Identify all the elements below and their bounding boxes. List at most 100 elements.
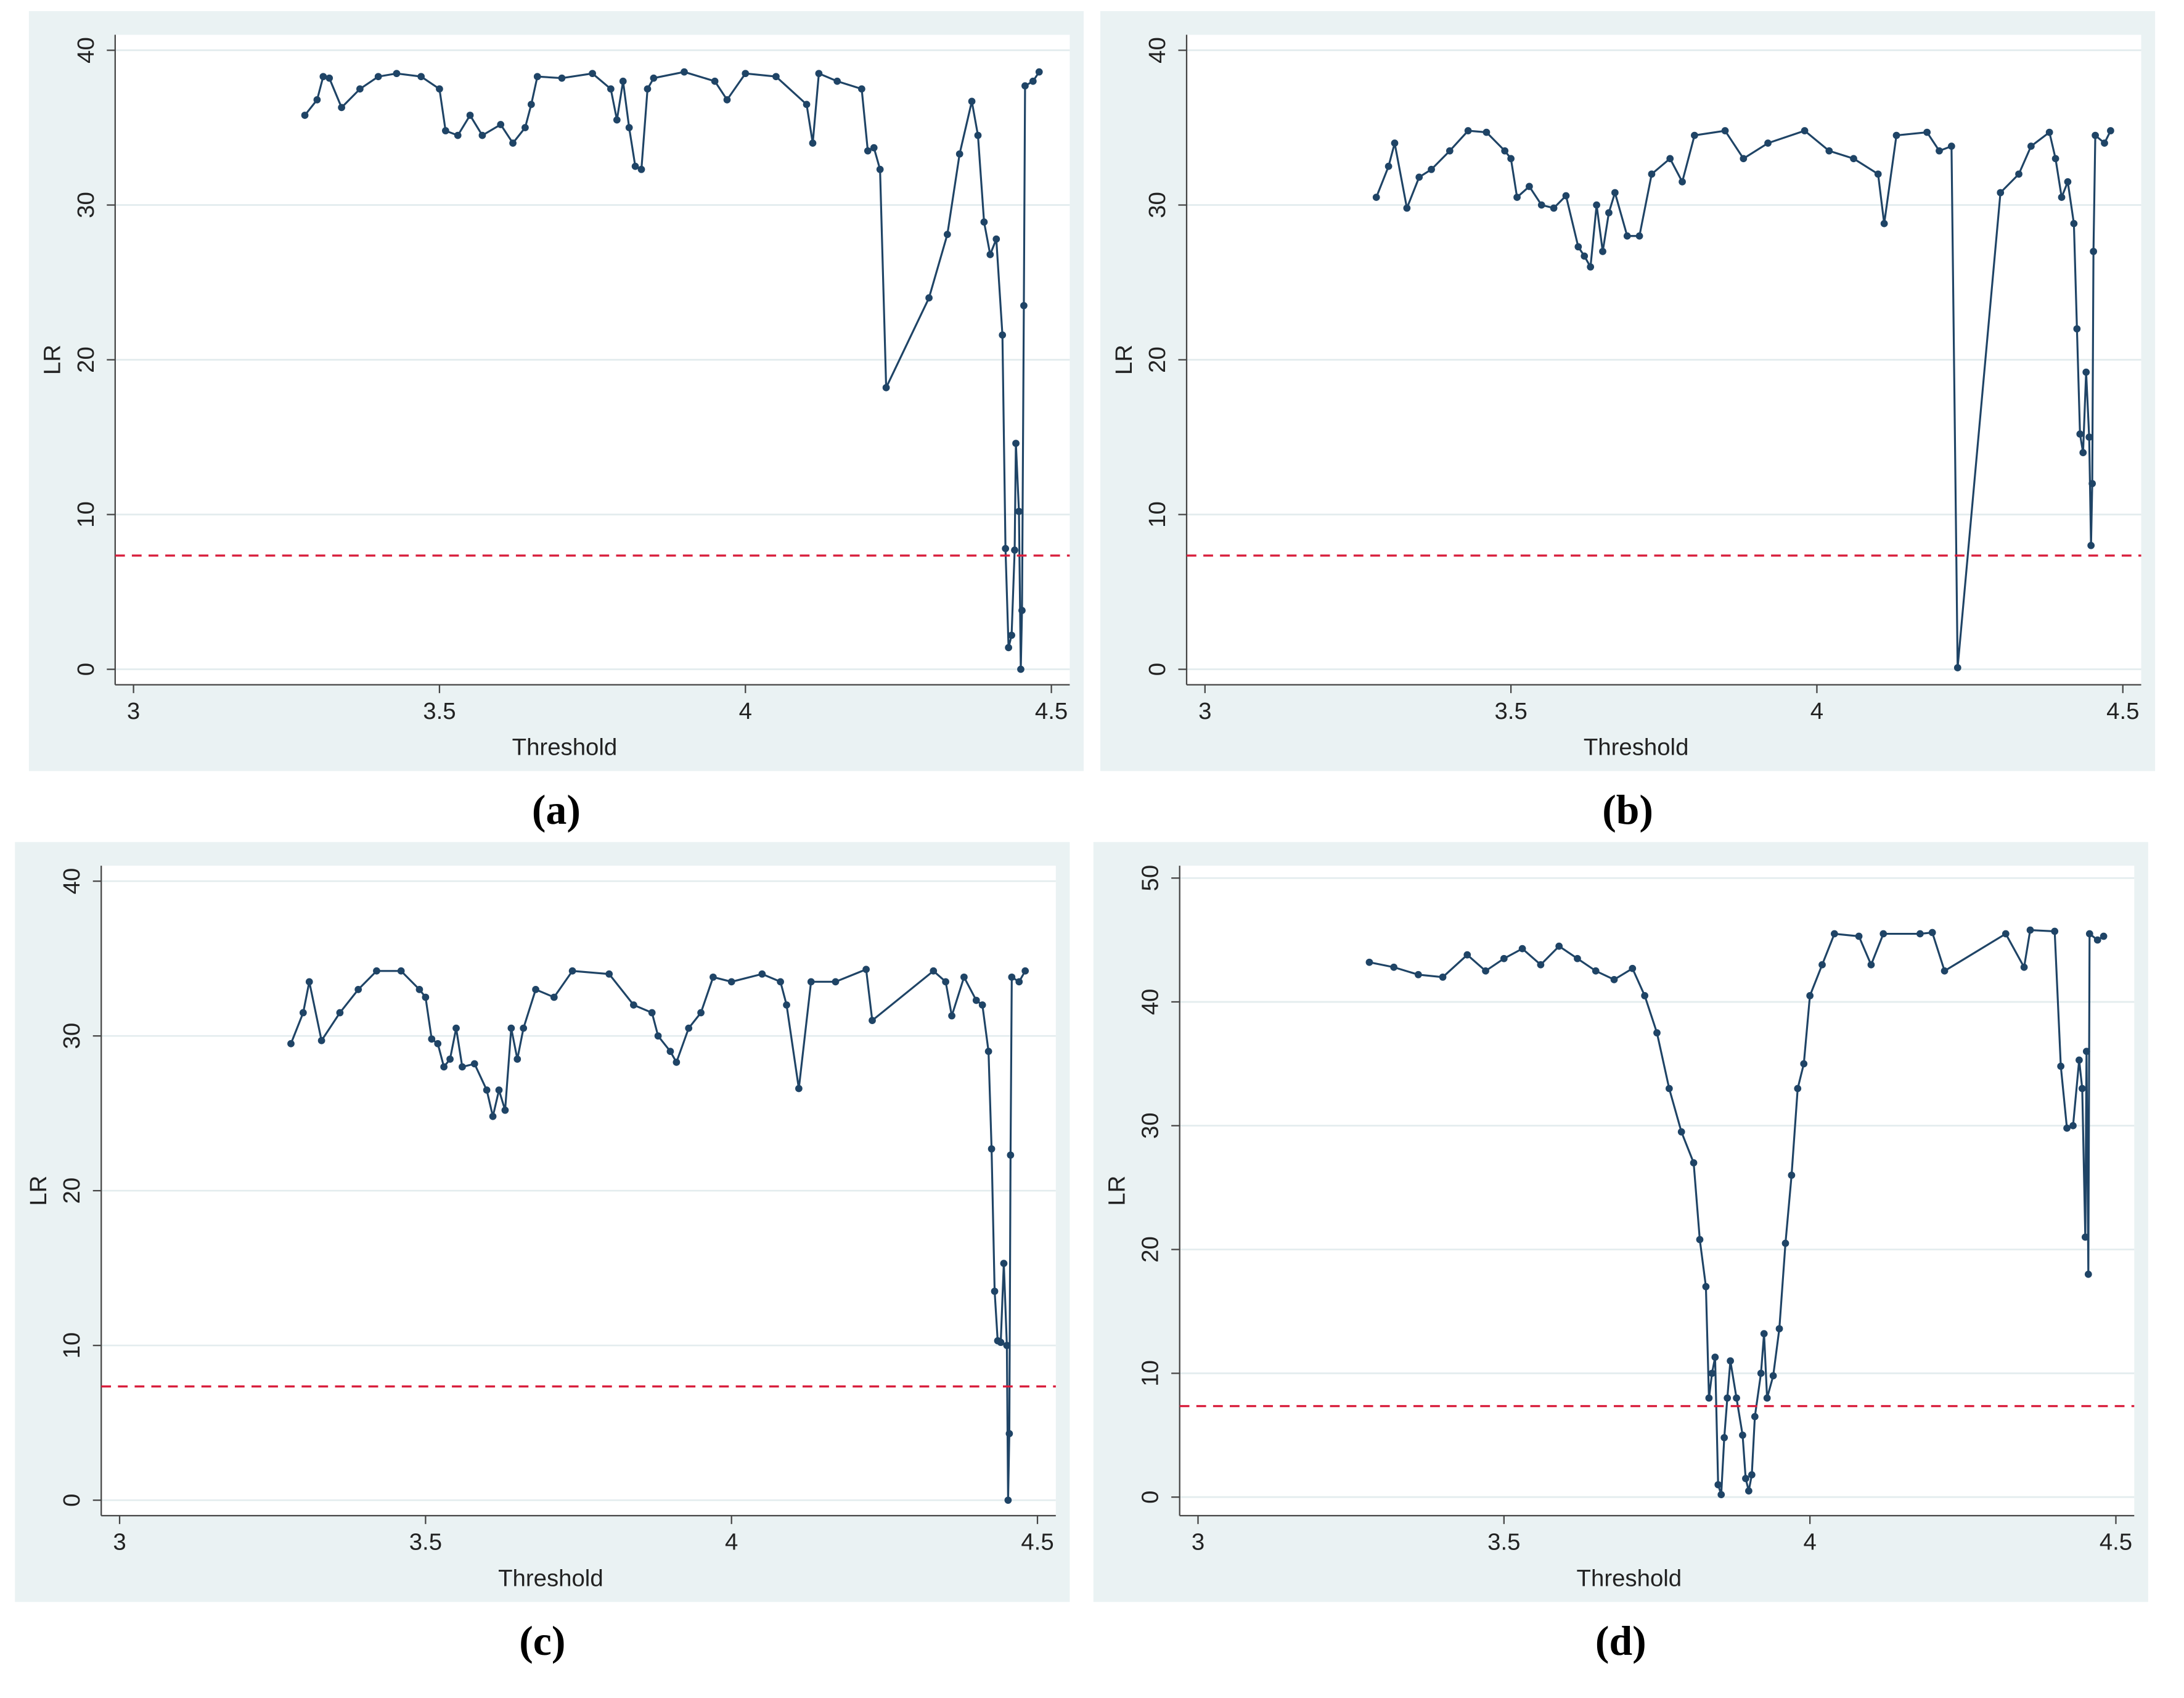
data-point: [631, 162, 639, 170]
data-point: [441, 127, 449, 134]
data-point: [415, 986, 423, 993]
data-point: [972, 996, 980, 1004]
data-point: [1599, 247, 1606, 255]
data-point: [1002, 544, 1010, 552]
data-point: [2107, 127, 2114, 134]
y-tick-label: 30: [1144, 192, 1171, 218]
data-point: [864, 147, 872, 155]
data-point: [1018, 607, 1026, 615]
data-point: [1953, 664, 1961, 671]
data-point: [1800, 1060, 1808, 1068]
data-point: [1004, 1496, 1012, 1504]
data-point: [417, 73, 425, 81]
x-tick-label: 3: [1198, 698, 1211, 724]
data-point: [2015, 170, 2022, 178]
data-point: [1740, 155, 1748, 163]
x-tick-label: 3.5: [409, 1529, 442, 1556]
data-point: [673, 1058, 681, 1066]
data-point: [783, 1001, 790, 1009]
data-point: [648, 1009, 656, 1017]
data-point: [497, 121, 505, 128]
data-point: [1483, 128, 1491, 136]
data-point: [974, 131, 982, 139]
data-point: [1562, 192, 1570, 200]
data-point: [1760, 1330, 1768, 1337]
data-point: [625, 124, 633, 131]
data-point: [1593, 201, 1600, 209]
data-point: [666, 1048, 674, 1056]
data-point: [2084, 1270, 2092, 1278]
data-point: [1751, 1413, 1759, 1421]
panel: 0 10 20 30 40 3 3.5 4 4.5 Threshold LR (a): [28, 11, 1084, 833]
data-point: [1665, 1085, 1673, 1093]
data-point: [978, 1001, 986, 1009]
data-point: [1947, 142, 1955, 150]
x-tick-label: 4.5: [2100, 1529, 2132, 1556]
data-point: [558, 74, 566, 82]
data-point: [1587, 263, 1595, 271]
data-point: [2027, 142, 2035, 150]
data-point: [338, 104, 345, 112]
data-point: [2093, 936, 2101, 944]
panel-caption: (a): [532, 787, 581, 833]
data-point: [2002, 930, 2010, 938]
data-point: [2051, 927, 2059, 935]
data-point: [1727, 1357, 1734, 1365]
data-point: [299, 1009, 307, 1017]
panel-caption: (c): [519, 1618, 565, 1664]
data-point: [501, 1106, 509, 1114]
data-point: [2070, 219, 2078, 228]
y-tick-label: 40: [59, 868, 85, 895]
data-point: [1653, 1029, 1661, 1037]
data-point: [1623, 232, 1631, 240]
data-point: [1705, 1394, 1713, 1402]
data-point: [550, 993, 558, 1001]
data-point: [1464, 127, 1472, 134]
y-tick-label: 10: [1144, 501, 1171, 528]
data-point: [1739, 1431, 1746, 1439]
data-point: [1574, 243, 1582, 251]
data-point: [795, 1085, 803, 1093]
data-point: [710, 973, 717, 981]
data-point: [809, 139, 817, 147]
x-tick-label: 3: [113, 1529, 126, 1556]
data-point: [997, 1339, 1005, 1347]
x-axis-label: Threshold: [498, 1565, 603, 1591]
data-point: [2085, 433, 2093, 441]
data-point: [1021, 967, 1029, 975]
data-point: [2087, 541, 2095, 549]
data-point: [869, 1017, 876, 1024]
data-point: [1003, 1342, 1011, 1350]
data-point: [882, 383, 890, 392]
data-point: [925, 294, 933, 302]
data-point: [1513, 194, 1521, 201]
data-point: [807, 978, 815, 986]
data-point: [1745, 1487, 1753, 1495]
data-point: [356, 85, 364, 93]
data-point: [495, 1086, 503, 1094]
data-point: [1775, 1325, 1783, 1332]
data-point: [984, 1048, 992, 1056]
data-point: [1850, 155, 1857, 163]
y-tick-label: 40: [1137, 989, 1164, 1015]
data-point: [1764, 139, 1772, 147]
data-point: [960, 973, 968, 981]
x-tick-label: 3.5: [1487, 1529, 1520, 1556]
data-point: [1825, 147, 1833, 155]
y-tick-label: 30: [1137, 1112, 1164, 1139]
data-point: [1017, 665, 1025, 673]
data-point: [1372, 194, 1380, 201]
data-point: [1941, 967, 1949, 975]
data-point: [1997, 189, 2005, 197]
data-point: [489, 1112, 497, 1120]
data-point: [980, 218, 988, 226]
data-point: [1677, 1128, 1685, 1136]
data-point: [1574, 954, 1581, 962]
data-point: [772, 73, 780, 81]
data-point: [397, 967, 405, 975]
data-point: [354, 986, 362, 993]
data-point: [434, 1040, 442, 1048]
x-tick-label: 4.5: [1035, 698, 1068, 724]
data-point: [1482, 967, 1489, 975]
data-point: [1005, 644, 1012, 652]
